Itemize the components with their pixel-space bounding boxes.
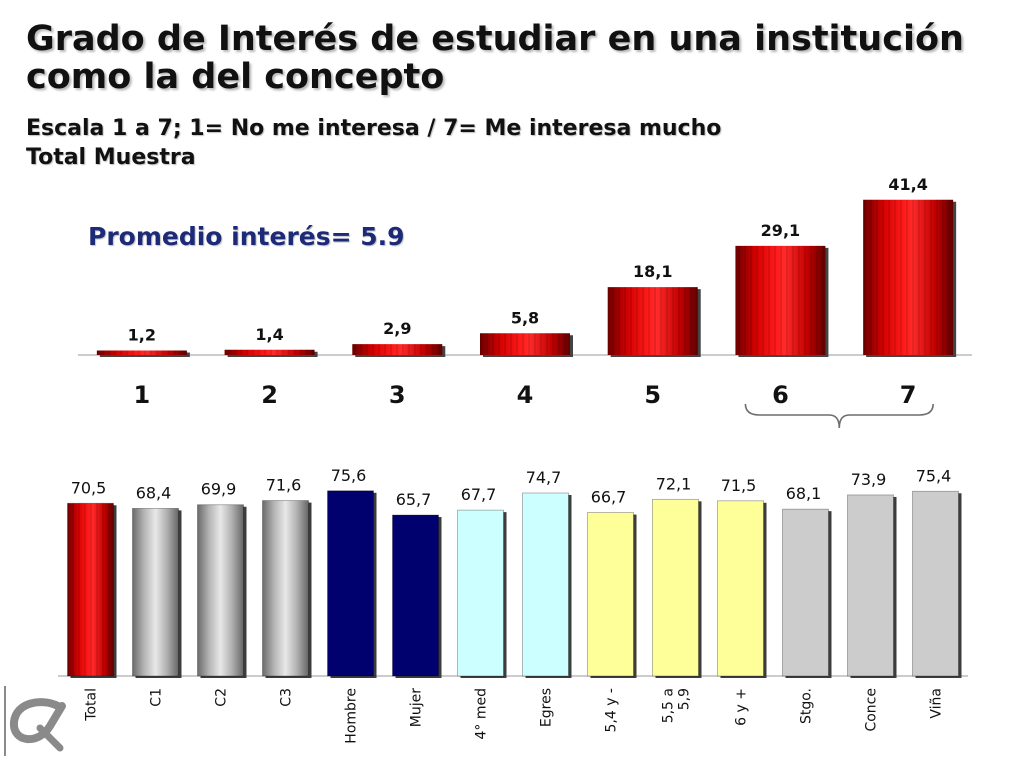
segment-category-label: Stgo. [799,688,815,724]
segment-bar-value-label: 68,1 [786,484,822,503]
segment-category-label: Viña [929,688,945,719]
segment-bar-value-label: 72,1 [656,474,692,493]
top-category-label: 1 [134,381,151,409]
interest-distribution-chart: 1,2 1 1,4 2 2,9 3 5,8 4 18,1 5 29,1 6 41,4 7 [78,175,972,429]
promedio-interes-label: Promedio interés= 5.9 [88,222,405,251]
segment-bar-10 [717,500,764,677]
top-bar-texture [96,350,187,355]
segment-bar-value-label: 74,7 [526,468,562,487]
segment-category-label: C3 [279,688,295,707]
sample-note: Total Muestra [26,145,196,170]
segment-category-label: C1 [149,688,165,707]
top-category-label: 2 [261,381,278,409]
page-title: Grado de Interés de estudiar en una inst… [26,19,964,97]
top-two-box-brace [744,403,934,429]
segment-bar-6 [457,509,504,677]
segment-bar-value-label: 67,7 [461,485,497,504]
top-bar-value-label: 2,9 [383,319,411,338]
segment-bar-2 [197,504,244,677]
scale-note: Escala 1 a 7; 1= No me interesa / 7= Me … [26,116,722,141]
top-bar-value-label: 5,8 [511,308,539,327]
segment-bar-value-label: 68,4 [136,483,172,502]
segment-bar-value-label: 66,7 [591,488,627,507]
segment-category-label: Egres [539,688,555,727]
top-category-label: 3 [389,381,406,409]
segment-bar-13 [912,490,959,677]
segment-bar-4 [327,490,374,677]
top-category-label: 4 [517,381,534,409]
segment-category-label: Mujer [409,688,425,727]
segment-bar-3 [262,500,309,677]
segment-bar-5 [392,514,439,677]
top-bar-value-label: 41,4 [888,175,927,194]
segment-bar-value-label: 73,9 [851,470,887,489]
segment-category-label: Conce [864,688,880,732]
alpha-logo-icon [4,686,66,756]
top-bar-texture [224,349,315,355]
top-bar-value-label: 18,1 [633,262,672,281]
segment-comparison-chart: 70,5 Total 68,4 C1 69,9 C2 71,6 C3 75,6 Hombre 65,… [58,466,968,744]
top-bar-value-label: 29,1 [761,221,800,240]
segment-category-label: 6 y + [734,688,750,726]
top-bar-texture [607,287,698,355]
top-bar-value-label: 1,4 [255,325,283,344]
top-category-label: 6 [772,381,789,409]
segment-category-label: Hombre [344,688,360,744]
segment-bar-8 [587,512,634,677]
segment-category-label: C2 [214,688,230,707]
top-bar-texture [352,344,443,355]
segment-bar-value-label: 65,7 [396,490,432,509]
segment-category-label-line: 5,9 [677,688,693,710]
segment-category-label: Total [84,688,100,722]
segment-bar-value-label: 71,6 [266,476,302,495]
segment-bar-9 [652,498,699,677]
segment-bar-7 [522,492,569,677]
segment-bar-value-label: 69,9 [201,480,237,499]
segment-category-label: 5,5 a5,9 [661,688,693,723]
top-category-label: 7 [900,381,917,409]
segment-bar-12 [847,494,894,677]
segment-category-label-line: 5,5 a [661,688,677,723]
top-category-label: 5 [644,381,661,409]
segment-category-label: 4° med [474,688,490,740]
segment-bar-value-label: 71,5 [721,476,757,495]
segment-bar-1 [132,508,179,677]
top-bar-value-label: 1,2 [128,326,156,345]
segment-bar-value-label: 75,4 [916,466,952,485]
top-bar-texture [480,333,570,355]
segment-category-label: 5,4 y - [604,688,620,733]
segment-bar-11 [782,508,829,677]
segment-bar-texture [67,503,114,676]
segment-bar-value-label: 70,5 [71,478,107,497]
segment-bar-value-label: 75,6 [331,466,367,485]
top-bar-texture [735,245,826,355]
top-bar-texture [863,199,954,355]
